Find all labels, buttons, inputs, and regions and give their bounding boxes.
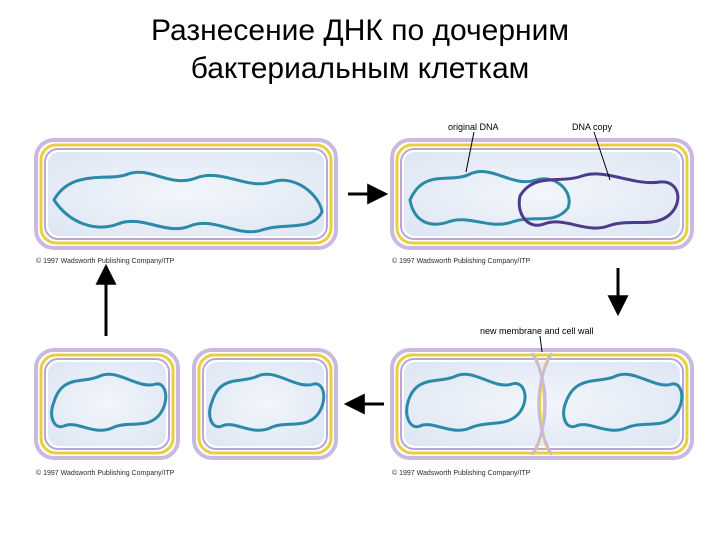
dna-stage1	[54, 172, 322, 232]
page-title: Разнесение ДНК по дочерним бактериальным…	[0, 0, 720, 95]
dna-stage3-left	[407, 374, 525, 430]
cell-stage-1	[36, 140, 336, 248]
copyright-2: © 1997 Wadsworth Publishing Company/ITP	[392, 258, 530, 265]
copyright-4: © 1997 Wadsworth Publishing Company/ITP	[392, 470, 530, 477]
copyright-3: © 1997 Wadsworth Publishing Company/ITP	[36, 470, 174, 477]
dna-stage3-right	[564, 374, 682, 430]
cell-stage-4b	[194, 350, 336, 458]
dna-stage2-copy	[519, 174, 678, 228]
dna-stage2-original	[410, 172, 569, 225]
cell-stage-2	[392, 140, 692, 248]
cell-stage-4a	[36, 350, 178, 458]
title-line-2: бактериальным клеткам	[191, 52, 530, 85]
label-original-dna: original DNA	[448, 122, 499, 132]
dna-stage4a	[52, 374, 166, 430]
flow-arrows	[106, 194, 618, 404]
cell-stage-3	[392, 350, 692, 458]
label-dna-copy: DNA copy	[572, 122, 612, 132]
label-new-membrane: new membrane and cell wall	[480, 326, 594, 336]
copyright-1: © 1997 Wadsworth Publishing Company/ITP	[36, 258, 174, 265]
title-line-1: Разнесение ДНК по дочерним	[151, 14, 569, 47]
dna-stage4b	[210, 374, 324, 430]
label-leaders	[466, 132, 610, 352]
